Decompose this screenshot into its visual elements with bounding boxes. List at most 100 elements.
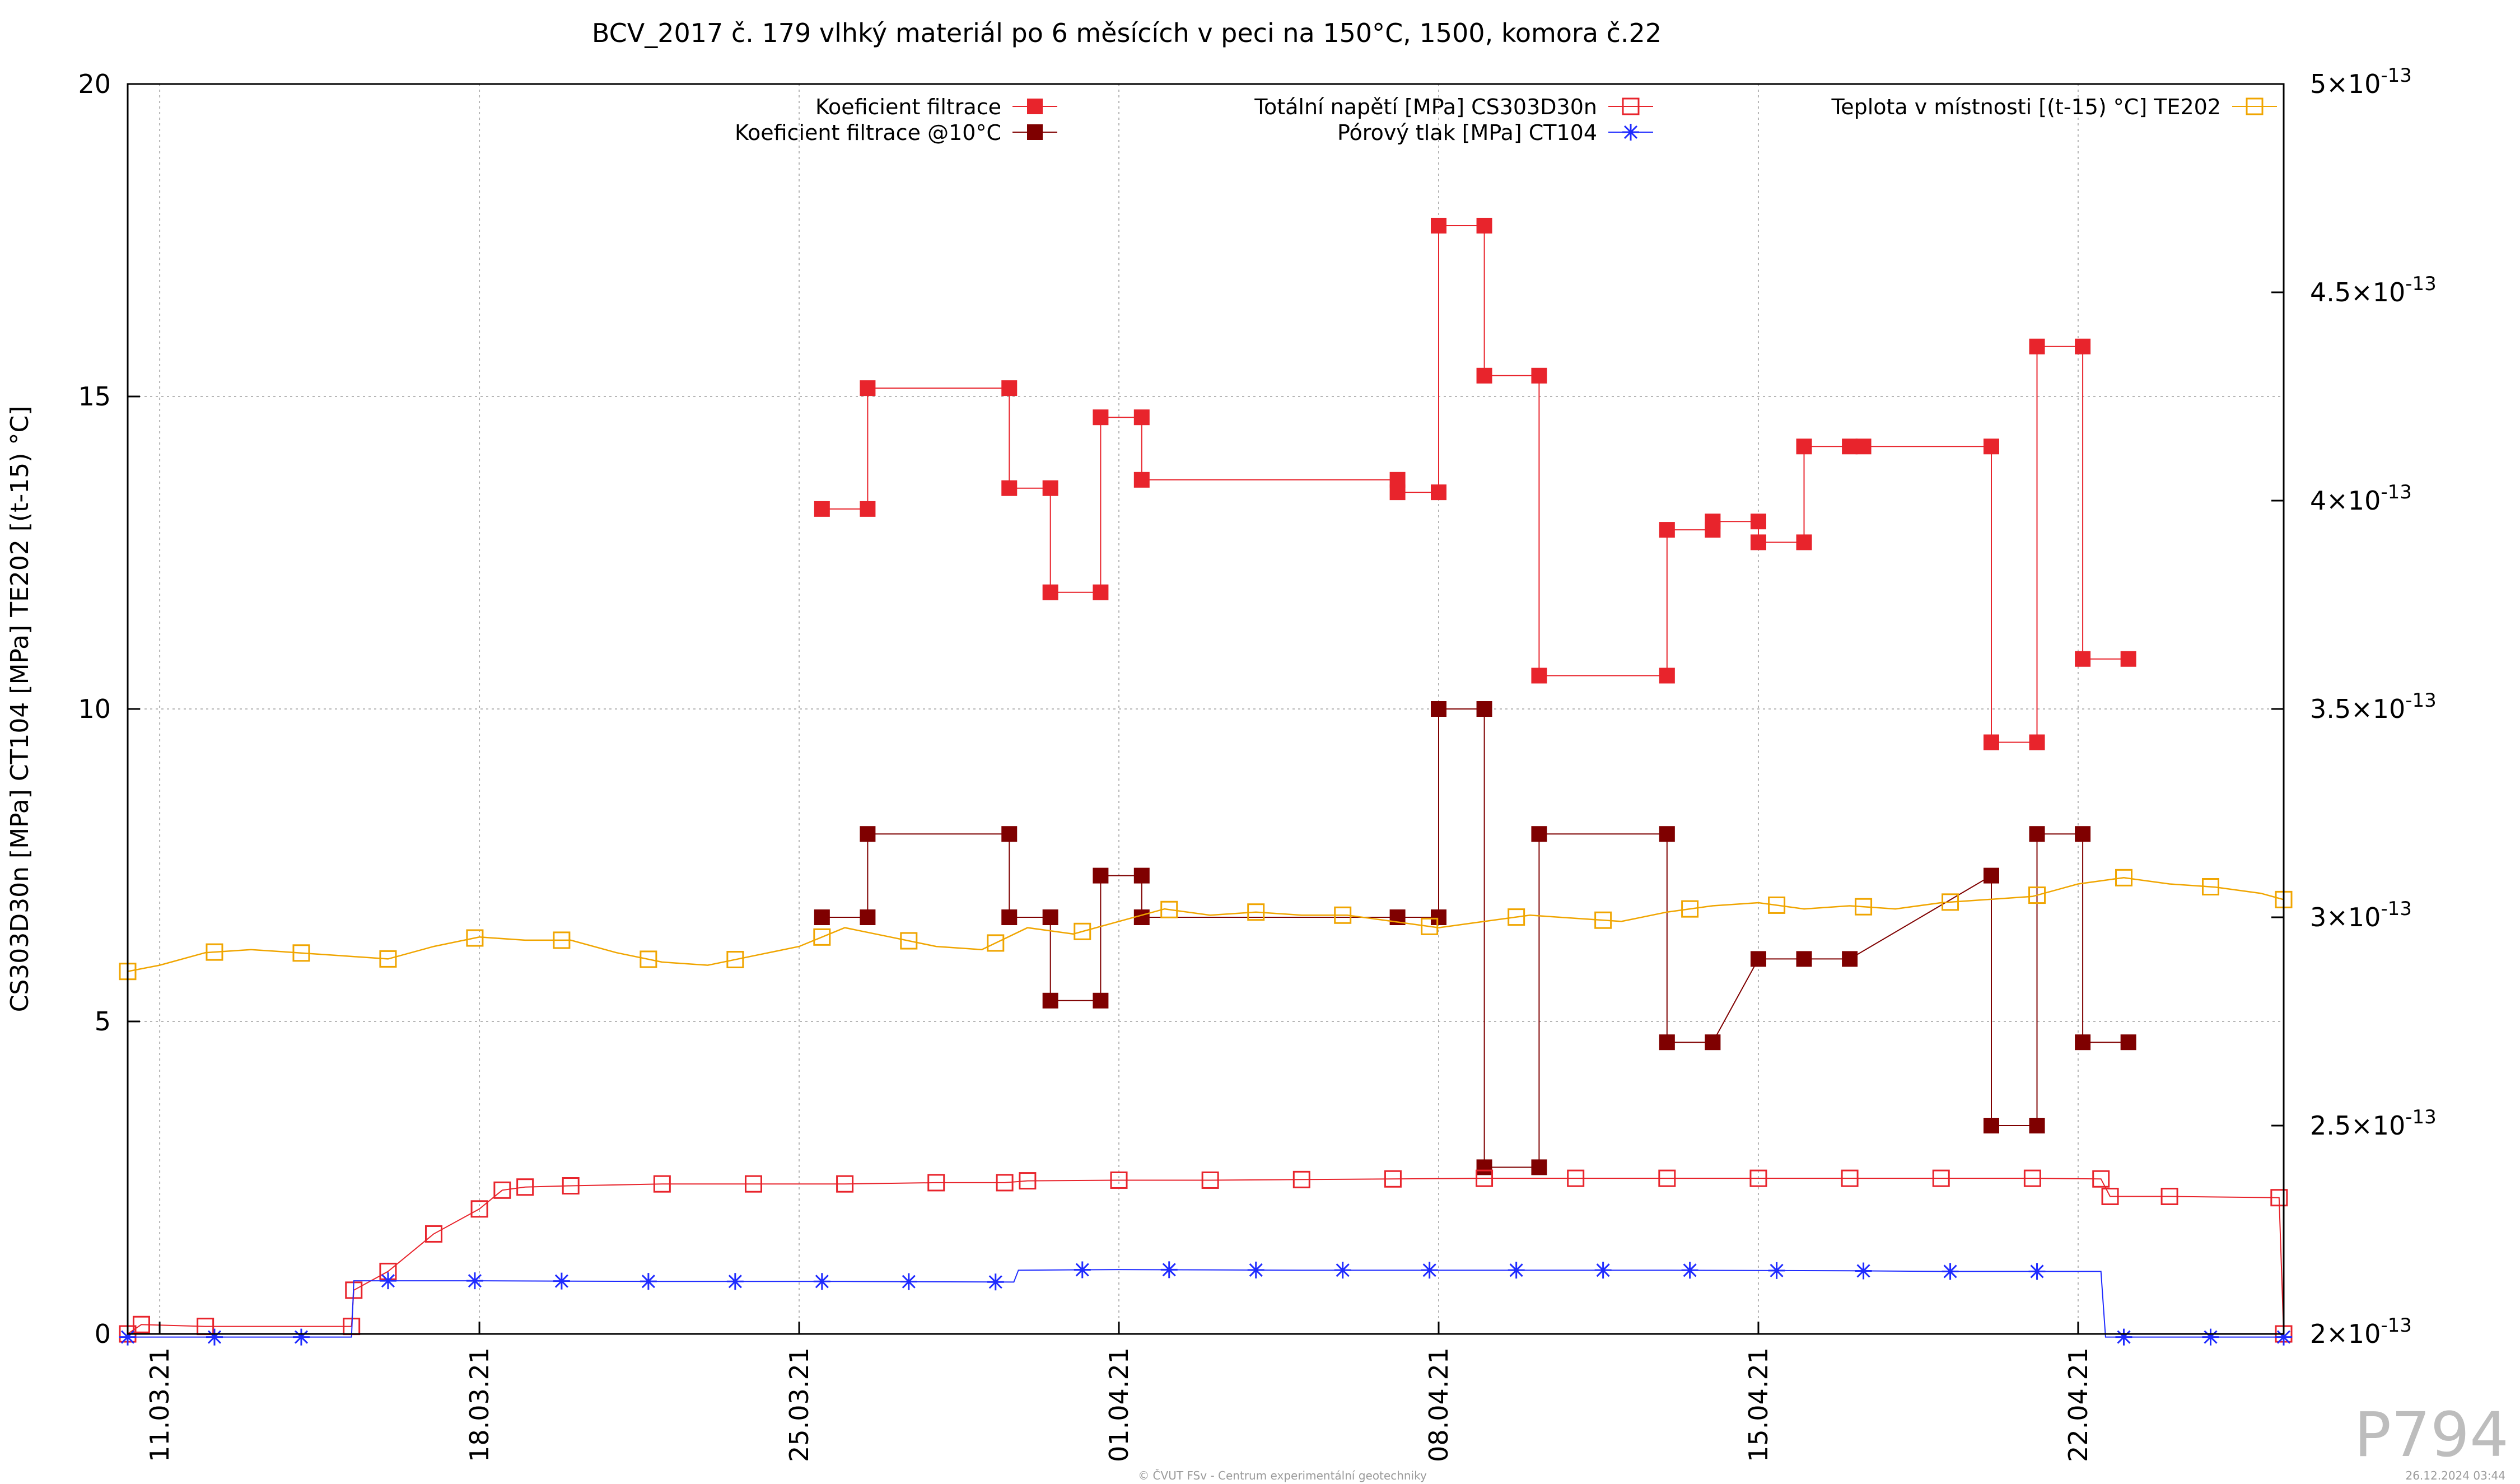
data-point-filtration xyxy=(1476,217,1492,234)
data-point-temperature xyxy=(1768,896,1786,914)
data-point-filtration-10c xyxy=(1531,1159,1547,1175)
y-tick-label: 10 xyxy=(78,694,111,724)
data-point-filtration xyxy=(1531,668,1547,684)
data-point-pore-pressure xyxy=(987,1273,1004,1291)
data-point-total-stress xyxy=(1932,1169,1950,1187)
data-point-filtration-10c xyxy=(1983,1118,1999,1133)
data-point-pore-pressure xyxy=(1681,1262,1698,1279)
data-point-filtration xyxy=(1796,438,1812,455)
data-point-pore-pressure xyxy=(119,1328,136,1346)
data-point-filtration xyxy=(1796,534,1812,550)
data-point-filtration xyxy=(1983,734,1999,750)
data-point-filtration xyxy=(1531,367,1547,384)
data-point-filtration xyxy=(860,380,876,396)
data-point-filtration xyxy=(1476,367,1492,384)
data-point-temperature xyxy=(2201,878,2219,896)
legend-label: Teplota v místnosti [(t-15) °C] TE202 xyxy=(1831,95,2221,119)
data-point-filtration-10c xyxy=(1133,867,1150,884)
legend-marker xyxy=(1622,124,1639,141)
data-point-total-stress xyxy=(2270,1189,2288,1207)
data-point-pore-pressure xyxy=(1594,1262,1612,1279)
data-point-temperature xyxy=(379,950,397,968)
data-point-pore-pressure xyxy=(813,1273,830,1290)
data-point-filtration xyxy=(1133,472,1150,488)
data-point-total-stress xyxy=(1201,1171,1219,1189)
series-line-temperature xyxy=(127,877,2284,972)
data-point-temperature xyxy=(640,950,657,968)
data-point-filtration-10c xyxy=(1430,701,1446,717)
data-point-filtration-10c xyxy=(1796,951,1812,967)
axes: 051015202×10-132.5×10-133×10-133.5×10-13… xyxy=(78,64,2436,1462)
data-point-filtration xyxy=(2029,338,2045,354)
y-tick-label: 0 xyxy=(95,1319,111,1349)
data-point-total-stress xyxy=(132,1315,150,1333)
data-point-total-stress xyxy=(516,1178,534,1196)
data-point-pore-pressure xyxy=(466,1272,483,1290)
data-point-temperature xyxy=(292,944,310,962)
data-point-total-stress xyxy=(1292,1170,1310,1188)
data-point-filtration-10c xyxy=(1042,909,1058,925)
y2-tick-label: 2×10-13 xyxy=(2310,1314,2412,1349)
data-point-pore-pressure xyxy=(900,1273,917,1290)
data-point-filtration-10c xyxy=(1093,992,1109,1009)
data-point-filtration-10c xyxy=(2029,1118,2045,1133)
data-point-filtration-10c xyxy=(1476,1159,1492,1175)
data-point-temperature xyxy=(1421,917,1439,935)
data-point-temperature xyxy=(1681,900,1699,918)
data-point-filtration xyxy=(1705,514,1721,530)
data-point-filtration-10c xyxy=(2075,826,2091,842)
data-point-filtration xyxy=(1389,484,1406,501)
data-point-filtration xyxy=(1093,584,1109,600)
data-point-pore-pressure xyxy=(2275,1328,2292,1346)
data-point-pore-pressure xyxy=(1074,1261,1091,1278)
y-axis-label: CS303D30n [MPa] CT104 [MPa] TE202 [(t-15… xyxy=(6,406,34,1012)
data-point-filtration xyxy=(1750,534,1766,550)
data-point-pore-pressure xyxy=(640,1273,657,1290)
legend-item-filtration-10c: Koeficient filtrace @10°C xyxy=(735,120,1057,145)
data-point-pore-pressure xyxy=(1334,1262,1351,1279)
data-point-pore-pressure xyxy=(1768,1262,1785,1279)
timestamp: 26.12.2024 03:44 xyxy=(2405,1469,2505,1482)
data-point-filtration-10c xyxy=(1750,951,1766,967)
figure-code: P794 xyxy=(2354,1399,2509,1471)
data-point-total-stress xyxy=(996,1174,1014,1192)
data-point-temperature xyxy=(987,934,1005,952)
data-point-filtration xyxy=(1042,584,1058,600)
y2-tick-label: 5×10-13 xyxy=(2310,64,2412,99)
x-tick-label: 01.04.21 xyxy=(1104,1347,1134,1462)
data-point-total-stress xyxy=(425,1225,443,1243)
data-point-pore-pressure xyxy=(206,1328,223,1346)
data-point-total-stress xyxy=(1110,1171,1128,1189)
data-point-filtration xyxy=(1983,438,1999,455)
data-point-total-stress xyxy=(1841,1169,1859,1187)
data-point-pore-pressure xyxy=(2028,1263,2046,1280)
data-point-filtration xyxy=(2120,651,2136,667)
data-point-filtration xyxy=(1133,409,1150,426)
y-tick-label: 20 xyxy=(78,69,111,99)
copyright-note: © ČVUT FSv - Centrum experimentální geot… xyxy=(1138,1469,1427,1482)
data-point-total-stress xyxy=(1384,1170,1402,1188)
data-point-temperature xyxy=(553,931,571,949)
chart-title: BCV_2017 č. 179 vlhký materiál po 6 měsí… xyxy=(592,18,1662,48)
data-point-filtration-10c xyxy=(2120,1034,2136,1051)
data-point-filtration xyxy=(860,501,876,517)
data-point-temperature xyxy=(1508,908,1525,926)
data-point-total-stress xyxy=(927,1174,945,1192)
data-point-temperature xyxy=(1334,906,1352,924)
data-point-filtration xyxy=(1001,380,1018,396)
data-point-filtration xyxy=(1430,484,1446,501)
y2-tick-label: 3.5×10-13 xyxy=(2310,689,2437,724)
data-point-filtration xyxy=(1430,217,1446,234)
x-tick-label: 18.03.21 xyxy=(464,1347,494,1462)
data-point-filtration xyxy=(1001,480,1018,496)
legend-item-pore-pressure: Pórový tlak [MPa] CT104 xyxy=(1337,120,1653,145)
data-point-filtration-10c xyxy=(1659,826,1675,842)
legend-item-temperature: Teplota v místnosti [(t-15) °C] TE202 xyxy=(1831,95,2277,119)
series-line-total-stress xyxy=(127,1178,2284,1334)
data-point-filtration-10c xyxy=(1430,909,1446,925)
data-point-total-stress xyxy=(1476,1169,1494,1187)
data-point-filtration xyxy=(1750,514,1766,530)
y-tick-label: 5 xyxy=(95,1006,111,1037)
data-point-pore-pressure xyxy=(2115,1328,2132,1346)
data-point-pore-pressure xyxy=(1942,1263,1959,1280)
